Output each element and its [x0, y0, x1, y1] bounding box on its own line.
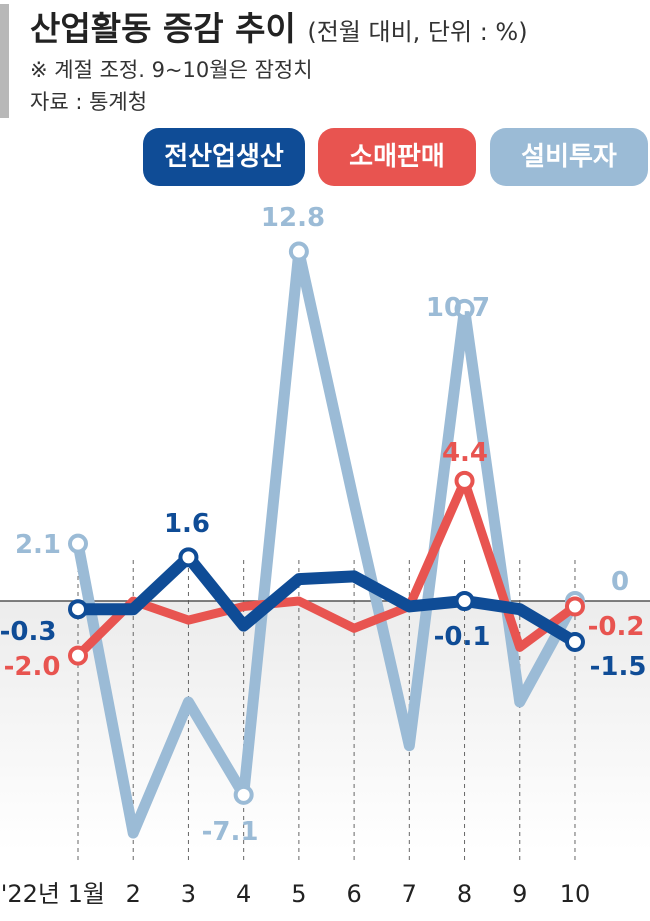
title-accent-bar [0, 4, 9, 118]
x-tick-label: 2 [126, 880, 141, 908]
chart-source: 자료 : 통계청 [30, 90, 148, 114]
data-label-production: 1.6 [164, 509, 210, 539]
data-point-investment [288, 241, 309, 262]
chart-title-text: 산업활동 증감 추이 [30, 9, 296, 48]
chart-note: ※ 계절 조정. 9~10월은 잠정치 [30, 58, 313, 82]
legend-retail: 소매판매 [318, 128, 476, 186]
data-point-investment [68, 533, 88, 554]
data-point-production [68, 599, 88, 620]
series-line-production [72, 551, 581, 648]
data-label-retail: -2.0 [4, 652, 61, 682]
x-tick-label: 7 [402, 880, 417, 908]
x-tick-label: 4 [236, 880, 251, 908]
data-label-production: -0.3 [0, 617, 56, 647]
data-point-production [178, 547, 199, 568]
data-point-retail [564, 596, 585, 617]
legend-investment: 설비투자 [490, 128, 648, 186]
data-label-retail: -0.2 [588, 612, 645, 642]
data-label-production: -0.1 [434, 622, 491, 652]
data-label-retail: 4.4 [442, 438, 488, 468]
series-line-investment [72, 246, 581, 839]
x-tick-label: 10 [560, 880, 591, 908]
x-tick-label: 5 [291, 880, 306, 908]
data-label-investment: 10.7 [426, 293, 490, 323]
chart-title: 산업활동 증감 추이 (전월 대비, 단위 : %) [30, 2, 528, 50]
data-label-investment: -7.1 [202, 817, 259, 847]
x-tick-label: 8 [457, 880, 472, 908]
series-line-retail [73, 476, 580, 661]
data-point-retail [68, 645, 88, 666]
data-point-production [454, 591, 475, 611]
data-label-investment: 0 [611, 567, 629, 597]
legend-production: 전산업생산 [143, 128, 305, 186]
chart-subtitle: (전월 대비, 단위 : %) [307, 18, 528, 46]
data-point-investment [454, 298, 475, 319]
data-label-investment: 2.1 [15, 530, 61, 560]
x-tick-label: 9 [512, 880, 527, 908]
data-point-investment [233, 784, 254, 805]
x-tick-label: '22년 1월 [1, 880, 105, 908]
data-label-production: -1.5 [590, 652, 647, 682]
data-point-production [564, 631, 585, 652]
x-tick-label: 3 [181, 880, 196, 908]
data-point-retail [454, 470, 475, 491]
x-tick-label: 6 [346, 880, 361, 908]
data-label-investment: 12.8 [261, 203, 325, 233]
